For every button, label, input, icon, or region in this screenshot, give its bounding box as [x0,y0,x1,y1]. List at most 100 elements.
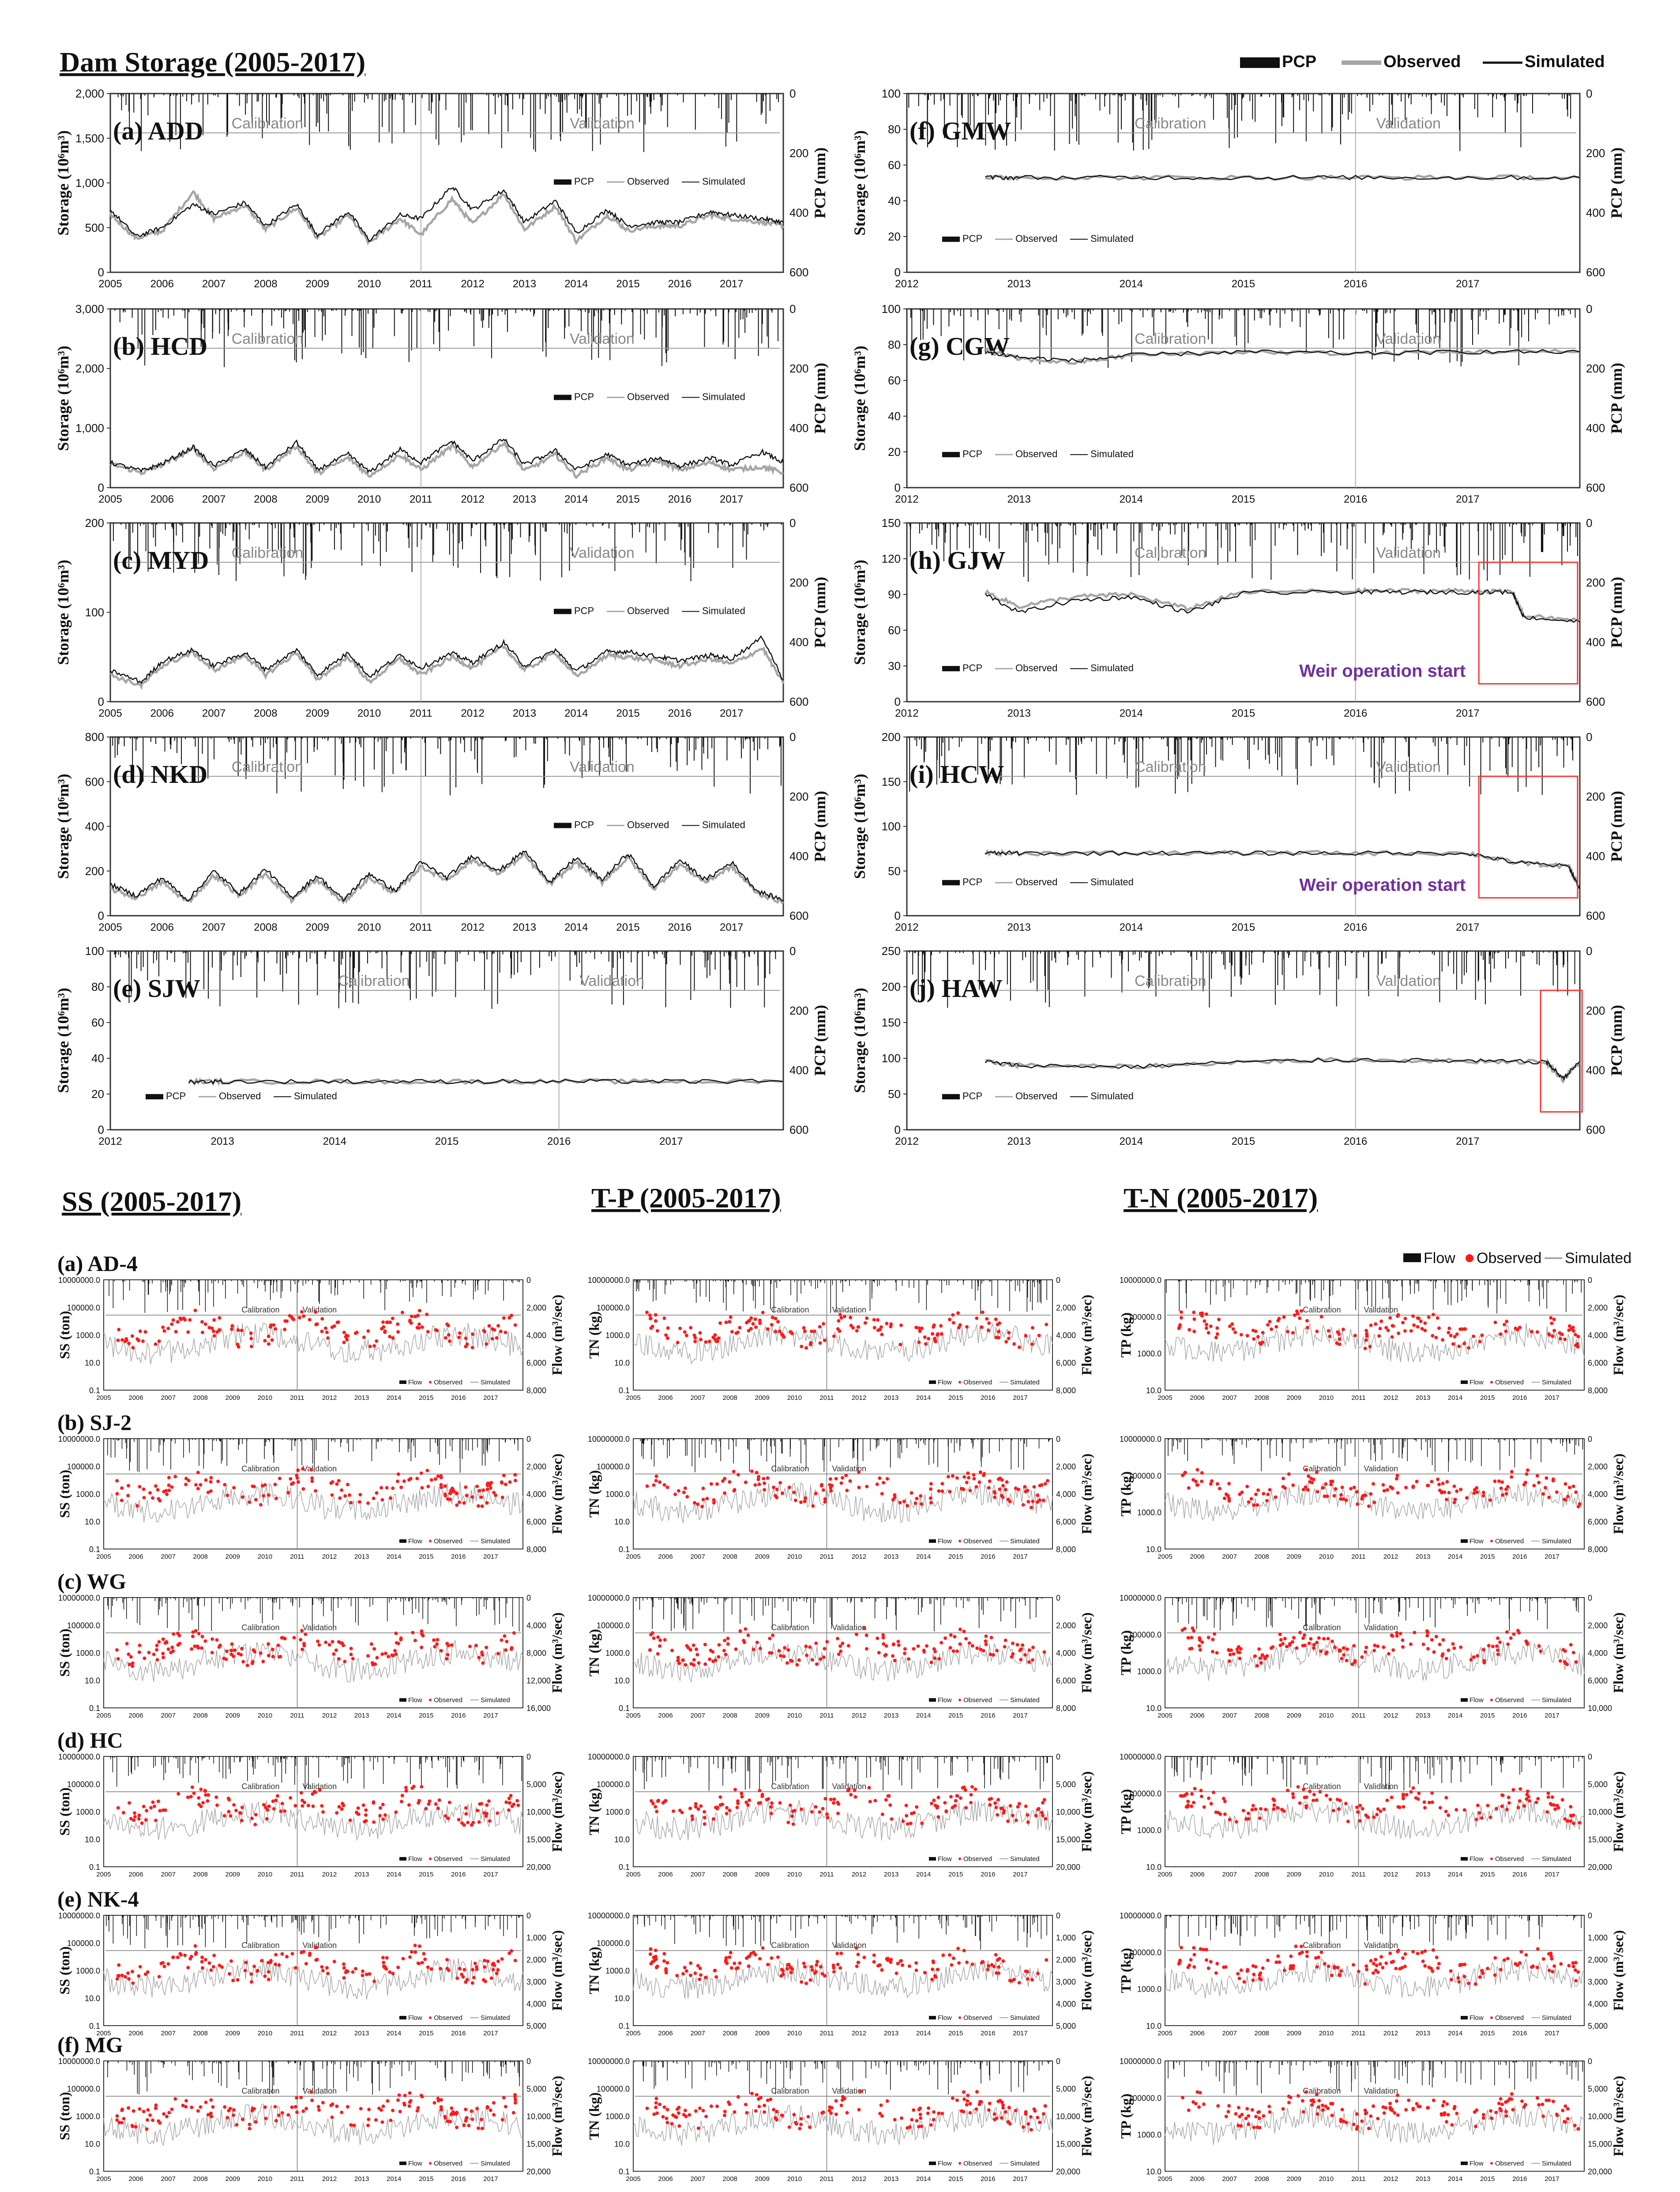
observed-point [1386,1488,1389,1492]
observed-point [1324,1482,1327,1486]
observed-point [1449,1334,1453,1337]
observed-point [1572,1485,1575,1488]
observed-point [1395,1477,1398,1481]
observed-point [301,1467,304,1471]
observed-point [320,1317,324,1320]
y-tick-label: 120 [882,552,901,565]
observed-point [289,1477,292,1481]
y-tick-label: 100000.0 [597,1463,630,1471]
x-tick-label: 2013 [1416,1394,1430,1402]
flow-tick-label: 8,000 [526,1545,546,1554]
observed-point [1256,1335,1260,1339]
x-tick-label: 2017 [720,278,743,290]
y-axis-label: TN (kg) [586,1311,602,1359]
observed-point [155,1648,158,1651]
observed-point [391,1336,395,1340]
inset-legend-simulated: Simulated [1010,1538,1040,1545]
observed-point [500,1639,504,1642]
observed-point [331,1325,334,1329]
observed-point [241,1495,244,1499]
x-tick-label: 2006 [128,1712,143,1719]
x-tick-label: 2015 [616,707,639,719]
observed-point [391,1486,395,1490]
calibration-label: Calibration [241,1305,279,1314]
observed-point [274,1497,278,1500]
observed-point [823,1339,827,1342]
observed-point [857,1470,861,1474]
observed-point [162,1637,165,1641]
x-tick-label: 2012 [461,493,484,505]
observed-point [300,1629,304,1632]
inset-legend-observed-swatch [429,1381,432,1384]
observed-point [1001,1496,1005,1499]
x-tick-label: 2016 [668,493,692,505]
validation-label: Validation [302,1305,337,1314]
observed-point [325,1331,329,1334]
observed-point [302,1644,306,1647]
observed-point [335,1482,338,1486]
x-tick-label: 2006 [128,1553,143,1560]
observed-point [337,1320,340,1324]
inset-legend-pcp-swatch [942,452,960,457]
observed-point [1192,1330,1196,1333]
observed-point [995,1336,998,1339]
observed-point [399,1485,403,1489]
observed-point [246,1664,249,1667]
y-axis-label: Storage (10⁶m³) [54,346,72,451]
x-tick-label: 2013 [1007,493,1030,505]
x-tick-label: 2017 [1013,1394,1027,1402]
pcp-tick-label: 600 [1586,1123,1605,1136]
observed-point [176,1320,180,1323]
observed-point [165,1640,168,1643]
x-tick-label: 2005 [96,1553,111,1560]
observed-point [358,1493,362,1496]
observed-point [514,1473,517,1477]
y-tick-label: 150 [882,1016,901,1029]
observed-point [972,1477,976,1481]
observed-point [967,1476,970,1479]
observed-point [229,1653,233,1656]
observed-point [699,1338,703,1341]
observed-point [399,1636,403,1640]
observed-point [1544,1486,1547,1489]
flow-tick-label: 8,000 [1588,1545,1608,1554]
observed-point [514,1479,517,1482]
inset-legend-observed: Observed [963,1538,992,1545]
flow-axis-label: Flow (m³/sec) [549,1613,565,1693]
x-tick-label: 2016 [451,1553,466,1560]
observed-point [864,1321,867,1325]
observed-point [462,1501,466,1505]
flow-tick-label: 2,000 [1056,1463,1076,1471]
observed-point [1436,1478,1439,1481]
x-tick-label: 2014 [387,1712,401,1719]
observed-point [1031,1326,1034,1330]
y-tick-label: 10.0 [614,1677,630,1685]
x-tick-label: 2007 [690,1553,705,1560]
observed-point [1445,1480,1449,1484]
observed-point [397,1642,400,1645]
observed-line [110,443,783,478]
x-tick-label: 2015 [616,493,639,505]
observed-point [1026,1500,1030,1504]
x-tick-label: 2016 [547,1135,571,1147]
x-tick-label: 2016 [1512,1553,1527,1560]
observed-point [432,1638,436,1642]
observed-point [685,1334,688,1337]
x-tick-label: 2009 [755,1394,770,1402]
inset-legend-simulated: Simulated [702,820,745,831]
observed-line [985,1058,1580,1082]
observed-point [1338,1338,1342,1341]
y-tick-label: 10.0 [85,1677,100,1685]
observed-point [314,1310,317,1314]
y-tick-label: 0 [98,695,104,708]
observed-point [196,1487,200,1490]
observed-point [380,1327,383,1331]
observed-point [829,1477,832,1481]
x-tick-label: 2008 [723,1553,737,1560]
flow-axis-label: Flow (m³/sec) [1610,1295,1626,1376]
x-tick-label: 2005 [1158,1553,1172,1560]
x-tick-label: 2016 [1344,278,1367,290]
observed-point [723,1477,726,1480]
flow-axis-label: Flow (m³/sec) [1079,1454,1094,1534]
